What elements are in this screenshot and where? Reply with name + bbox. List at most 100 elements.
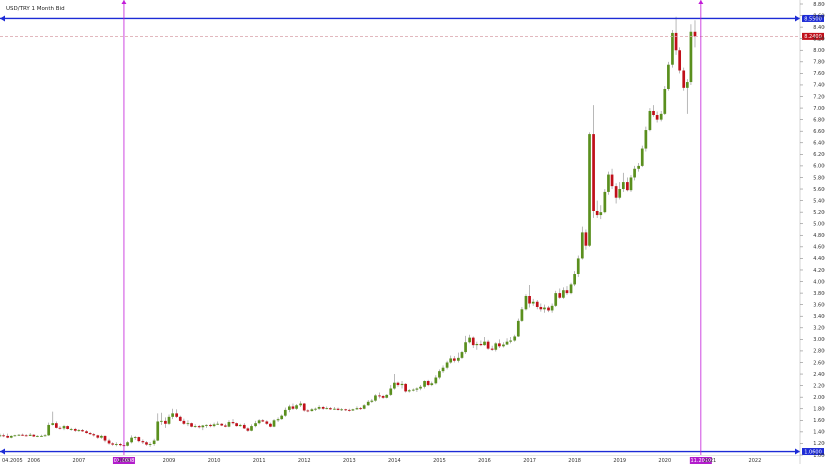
candle-up xyxy=(434,375,438,385)
candle-body xyxy=(393,382,396,389)
candle-body xyxy=(637,165,640,169)
x-tick-label: 2013 xyxy=(343,458,356,464)
candle-up xyxy=(40,434,43,437)
candle-up xyxy=(441,365,445,373)
candle-body xyxy=(614,186,618,198)
candle-up xyxy=(272,419,276,428)
candle-down xyxy=(145,441,148,446)
candle-up xyxy=(449,355,453,364)
candle-body xyxy=(88,433,92,435)
candle-body xyxy=(310,409,314,412)
candle-down xyxy=(347,408,351,412)
candle-up xyxy=(212,422,216,428)
candle-up xyxy=(445,360,449,370)
candle-body xyxy=(242,424,246,429)
candle-up xyxy=(464,335,467,354)
candle-up xyxy=(133,435,137,440)
candle-body xyxy=(464,342,467,353)
candle-body xyxy=(509,340,512,342)
candle-down xyxy=(209,423,212,428)
candle-body xyxy=(445,362,449,368)
candle-down xyxy=(452,356,456,363)
candle-body xyxy=(659,113,663,120)
candle-down xyxy=(265,420,269,425)
candle-up xyxy=(513,334,517,342)
candle-body xyxy=(603,191,607,213)
candle-down xyxy=(558,288,562,299)
horizontal-line-tag-box xyxy=(802,14,824,22)
candle-body xyxy=(592,134,595,211)
candle-body xyxy=(295,405,298,409)
candle-body xyxy=(231,422,235,424)
candle-up xyxy=(276,417,280,423)
candle-body xyxy=(28,434,32,436)
candle-body xyxy=(378,395,381,397)
candle-body xyxy=(426,380,430,386)
candle-body xyxy=(107,440,111,444)
candle-body xyxy=(460,352,464,358)
candle-up xyxy=(0,433,2,438)
horizontal-line[interactable]: 1.0600 xyxy=(0,448,824,455)
candle-up xyxy=(205,424,208,428)
candle-body xyxy=(111,443,115,445)
candle-body xyxy=(81,430,84,432)
candle-down xyxy=(584,229,588,250)
vertical-line-tag-label: 11.2020 xyxy=(691,458,712,464)
candle-down xyxy=(359,407,362,410)
y-tick-label: 8.8000 xyxy=(813,2,825,8)
candle-body xyxy=(209,424,212,427)
candles-layer xyxy=(0,16,697,447)
arrow-up-icon xyxy=(698,0,704,4)
candle-up xyxy=(148,442,152,447)
candle-body xyxy=(419,386,422,389)
horizontal-line[interactable]: 8.5500 xyxy=(0,14,824,22)
candle-down xyxy=(539,303,543,312)
candle-body xyxy=(325,408,329,410)
candle-body xyxy=(197,426,201,428)
candle-up xyxy=(671,30,674,68)
candle-down xyxy=(92,433,96,437)
vertical-line[interactable]: 01.2008 xyxy=(112,0,135,464)
candle-body xyxy=(693,31,697,37)
y-tick-label: 2.0000 xyxy=(813,395,825,401)
candle-body xyxy=(276,419,280,421)
candle-body xyxy=(160,420,163,422)
candle-body xyxy=(449,358,453,363)
candle-body xyxy=(21,434,24,436)
candle-up xyxy=(543,304,546,313)
candle-body xyxy=(171,413,174,417)
candle-up xyxy=(475,341,479,350)
y-tick-label: 1.2000 xyxy=(813,441,825,447)
candle-down xyxy=(302,402,306,412)
candle-down xyxy=(682,67,686,91)
candle-up xyxy=(576,255,580,277)
y-tick-label: 6.4000 xyxy=(813,141,825,147)
candle-down xyxy=(381,394,385,399)
candle-down xyxy=(321,405,325,410)
candle-up xyxy=(314,407,317,412)
candle-body xyxy=(13,435,17,437)
candle-body xyxy=(516,320,520,337)
candle-body xyxy=(502,344,505,347)
y-tick-label: 2.4000 xyxy=(813,372,825,378)
candle-body xyxy=(265,421,269,424)
candle-body xyxy=(272,420,276,427)
y-tick-label: 1.4000 xyxy=(813,430,825,436)
candle-down xyxy=(178,415,182,422)
candle-up xyxy=(607,171,610,195)
y-tick-label: 7.4000 xyxy=(813,83,825,89)
candle-up xyxy=(238,423,242,427)
candle-body xyxy=(145,442,148,445)
candle-body xyxy=(224,425,227,427)
candle-down xyxy=(175,409,179,418)
candle-up xyxy=(355,406,359,410)
vertical-line[interactable]: 11.2020 xyxy=(689,0,712,464)
candle-body xyxy=(43,435,47,437)
candle-body xyxy=(96,435,100,438)
candle-up xyxy=(13,434,17,437)
candle-body xyxy=(288,406,291,410)
candle-body xyxy=(54,423,58,428)
candle-down xyxy=(103,435,107,443)
candle-up xyxy=(629,175,633,192)
